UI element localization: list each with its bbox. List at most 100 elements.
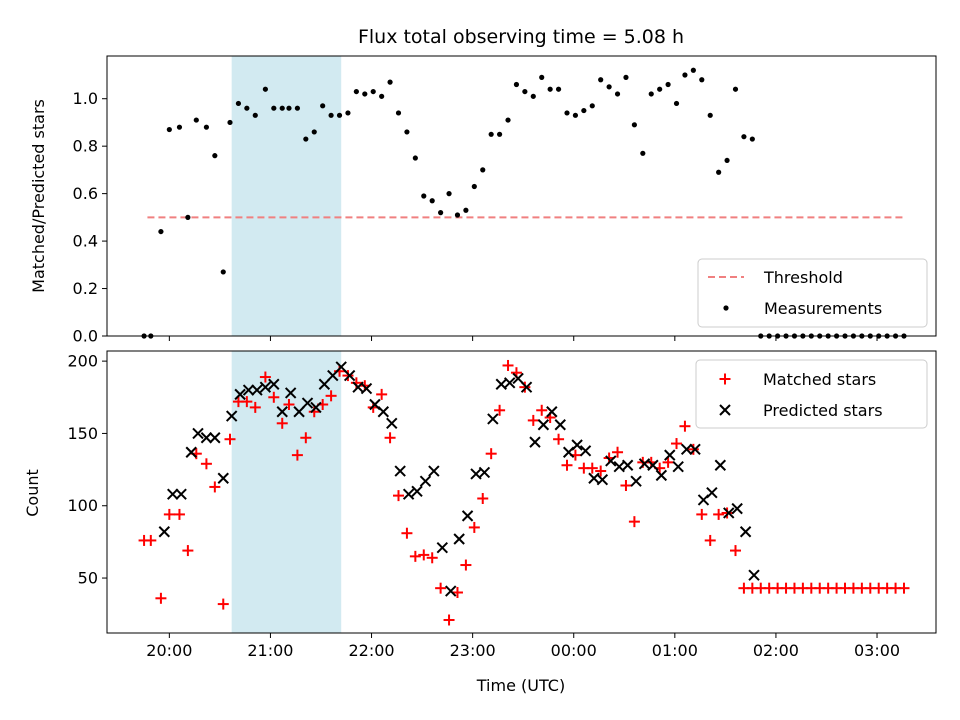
predicted-star-point	[436, 541, 449, 554]
predicted-star-point	[175, 488, 187, 500]
measurement-point	[158, 228, 164, 235]
y-tick-label: 0.4	[73, 232, 98, 251]
predicted-star-point	[537, 419, 550, 431]
matched-star-point	[300, 432, 312, 444]
y-tick-label: 0.8	[73, 137, 98, 156]
cross-b	[200, 432, 213, 444]
measurement-point	[362, 91, 368, 97]
cross-b	[613, 460, 625, 473]
matched-star-point	[224, 433, 236, 445]
measurement-point	[203, 124, 210, 130]
matched-star-point	[536, 404, 548, 416]
matched-star-point	[460, 559, 472, 571]
matched-star-point	[527, 414, 539, 426]
legend-matched-label: Matched stars	[763, 370, 876, 389]
y-tick-label: 150	[67, 424, 98, 443]
matched-star-point	[276, 417, 288, 429]
x-tick-label: 02:00	[753, 641, 799, 660]
x-tick-label: 23:00	[450, 641, 496, 660]
cross-b	[647, 459, 659, 471]
matched-star-point	[435, 582, 447, 594]
top-panel: 0.0 0.2 0.4 0.6 0.8 1.0 Threshold Measurements	[73, 55, 937, 346]
cross-b	[167, 488, 179, 500]
cross-b	[546, 406, 558, 418]
cross-b	[377, 406, 390, 418]
cross-b	[386, 417, 398, 430]
matched-star-point	[620, 479, 632, 491]
measurement-point	[166, 126, 172, 133]
predicted-star-point	[655, 469, 668, 482]
measurement-point	[732, 86, 739, 92]
cross-b	[158, 526, 170, 538]
measurement-point	[227, 119, 233, 126]
observing-window-shade	[231, 56, 342, 336]
matched-star-point	[418, 549, 430, 561]
measurement-point	[640, 150, 646, 156]
predicted-star-point	[335, 361, 347, 373]
cross-b	[318, 378, 331, 390]
measurement-point	[279, 105, 285, 111]
measurement-point	[370, 88, 376, 95]
matched-star-point	[325, 390, 337, 402]
bottom-panel: 20:00 21:00 22:00 23:00 00:00 01:00 02:00 03:00…	[67, 350, 937, 660]
predicted-star-point	[167, 488, 179, 500]
predicted-star-point	[680, 443, 693, 456]
cross-b	[251, 384, 263, 396]
measurement-point	[404, 129, 410, 135]
cross-b	[748, 569, 760, 581]
cross-b	[478, 466, 491, 479]
predicted-star-point	[242, 384, 255, 396]
matched-star-point	[704, 534, 716, 546]
matched-star-point	[401, 527, 413, 539]
measurement-point	[648, 91, 654, 97]
cross-b	[360, 382, 373, 395]
cross-b	[520, 381, 533, 393]
cross-b	[445, 585, 457, 597]
predicted-star-point	[293, 406, 305, 418]
cross-b	[411, 485, 423, 497]
chart-title: Flux total observing time = 5.08 h	[358, 26, 684, 48]
predicted-star-point	[360, 382, 373, 395]
cross-b	[621, 459, 634, 471]
measurement-point	[522, 88, 528, 95]
predicted-star-point	[453, 533, 465, 545]
matched-star-point	[392, 490, 404, 502]
bottom-legend: Matched stars Predicted stars	[695, 359, 928, 429]
measurement-point	[606, 84, 612, 90]
matched-star-point	[249, 401, 261, 413]
cross-b	[428, 465, 440, 477]
measurement-point	[614, 91, 621, 97]
cross-b	[529, 436, 541, 448]
matched-star-point	[586, 462, 598, 474]
predicted-star-point	[605, 455, 617, 467]
matched-star-point	[553, 433, 565, 445]
bottom-axes-frame	[106, 350, 937, 634]
measurement-point	[353, 88, 359, 95]
x-axis-label: Time (UTC)	[476, 676, 565, 695]
cross-b	[630, 475, 642, 487]
predicted-star-point	[217, 472, 229, 484]
predicted-star-point	[596, 474, 609, 486]
predicted-star-point	[520, 381, 533, 393]
x-tick-label: 21:00	[247, 641, 293, 660]
measurement-point	[699, 77, 705, 83]
predicted-star-point	[377, 406, 390, 418]
matched-star-point	[494, 404, 506, 416]
cross-b	[242, 384, 255, 396]
measurement-point	[623, 74, 629, 80]
measurement-point	[185, 214, 191, 220]
cross-b	[503, 377, 516, 389]
matched-star-point	[163, 508, 175, 520]
cross-b	[209, 432, 221, 444]
predicted-star-point	[225, 410, 238, 422]
measurement-point	[328, 112, 334, 118]
matched-star-point	[145, 534, 157, 546]
matched-star-point	[426, 552, 438, 564]
predicted-star-point	[268, 378, 280, 390]
cross-b	[369, 398, 381, 411]
legend-matched-swatch	[719, 373, 731, 385]
cross-b	[394, 465, 406, 477]
cross-b	[335, 361, 347, 373]
measurement-point	[657, 86, 663, 92]
measurement-point	[421, 193, 427, 199]
